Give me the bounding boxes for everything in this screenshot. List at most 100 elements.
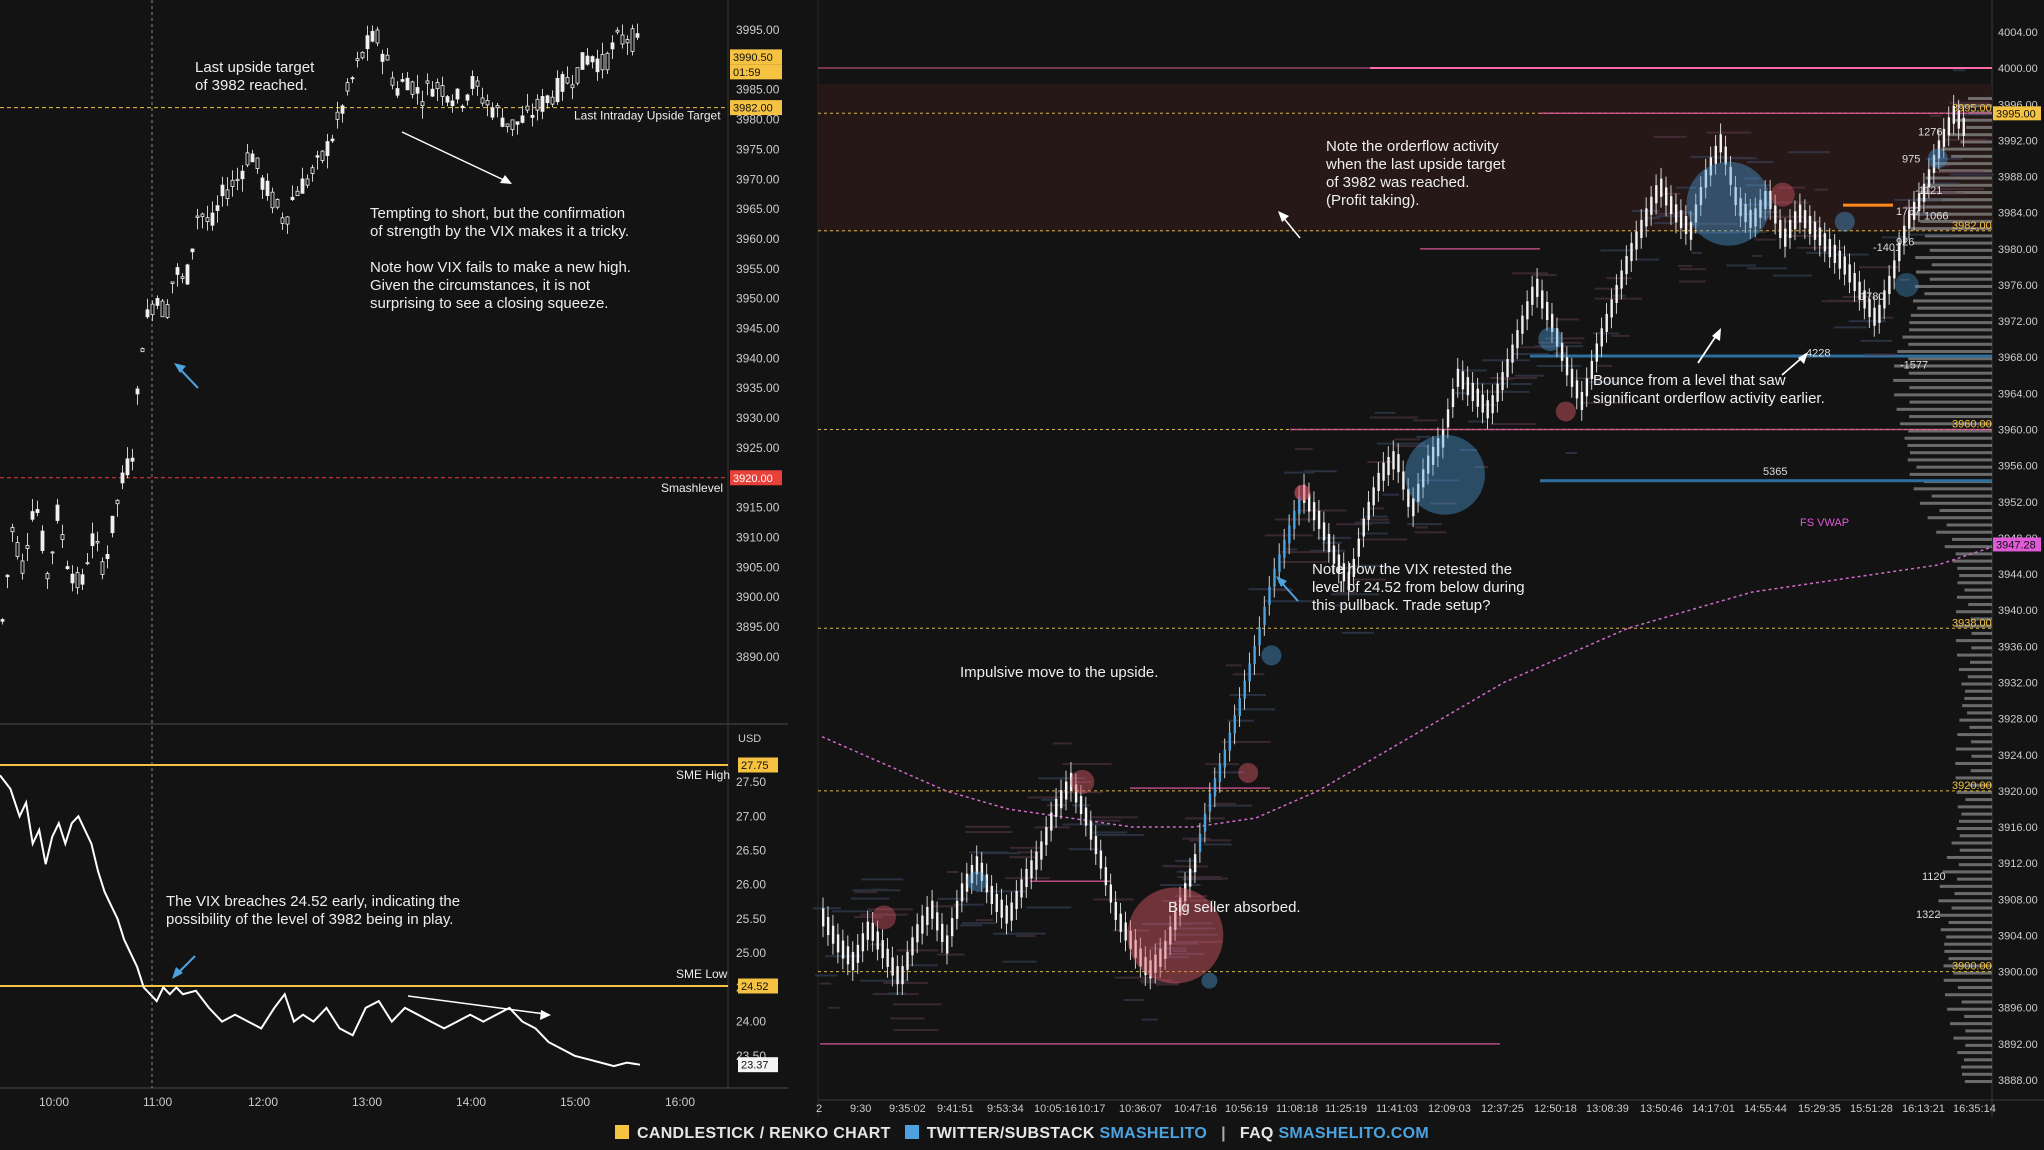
candle: [145, 309, 150, 318]
renko-brick: [1585, 378, 1589, 397]
renko-brick: [1233, 715, 1236, 734]
candle: [600, 53, 605, 71]
renko-brick: [970, 864, 974, 884]
renko-brick: [1962, 117, 1965, 136]
smash-price-tag: 3920.00: [730, 470, 782, 486]
renko-brick: [876, 931, 879, 950]
renko-brick: [926, 906, 929, 925]
renko-brick: [1114, 901, 1117, 920]
renko-brick: [1283, 539, 1286, 558]
renko-brick: [1719, 134, 1722, 153]
candle: [470, 76, 475, 89]
renko-brick: [1159, 948, 1162, 967]
price-axis-tick: 3975.00: [736, 142, 780, 156]
renko-brick: [1184, 883, 1187, 902]
renko-brick: [886, 948, 889, 967]
footer-twitter-label: TWITTER/SUBSTACK: [926, 1124, 1095, 1142]
candle: [230, 179, 235, 187]
renko-brick: [1908, 210, 1911, 229]
renko-brick: [851, 952, 855, 971]
candle: [115, 499, 120, 505]
renko-brick: [1392, 451, 1395, 470]
renko-brick: [1615, 284, 1618, 304]
renko-brick: [1327, 533, 1331, 553]
renko-brick: [1645, 208, 1648, 227]
footer-bar: CANDLESTICK / RENKO CHART TWITTER/SUBSTA…: [0, 1117, 2044, 1150]
candle: [430, 88, 435, 97]
renko-brick: [1546, 301, 1549, 321]
renko-brick: [1883, 290, 1886, 309]
renko-brick: [831, 925, 835, 944]
candle: [420, 101, 425, 107]
renko-brick: [861, 933, 865, 952]
renko-time-tick: 10:17: [1078, 1103, 1106, 1115]
profile-volume-label: 1780: [1860, 291, 1884, 303]
vwap-price-tag-text: 3947.28: [1996, 539, 2036, 551]
renko-time-tick: 9:30: [850, 1103, 871, 1115]
renko-brick: [1258, 627, 1261, 646]
candle: [155, 298, 160, 306]
footer-twitter[interactable]: TWITTER/SUBSTACK SMASHELITO: [904, 1124, 1208, 1143]
renko-brick: [1769, 191, 1772, 210]
renko-brick: [1045, 827, 1048, 846]
renko-brick: [1099, 850, 1103, 869]
renko-time-tick: 10:47:16: [1174, 1103, 1217, 1115]
renko-brick: [1669, 196, 1673, 215]
renko-brick: [1635, 231, 1638, 250]
vix-axis-tick: 27.00: [736, 809, 766, 823]
candle: [570, 84, 575, 89]
candle: [555, 77, 560, 103]
target-price-tag-text: 3982.00: [733, 103, 773, 115]
renko-brick: [1466, 377, 1470, 396]
candle: [505, 123, 510, 128]
candle: [495, 105, 500, 109]
renko-brick: [1550, 313, 1554, 332]
sme-high-tag-text: 27.75: [741, 760, 769, 772]
renko-brick: [1342, 563, 1346, 582]
renko-time-tick: 14:55:44: [1744, 1103, 1787, 1115]
footer-handle-link[interactable]: SMASHELITO: [1099, 1124, 1208, 1142]
renko-brick: [1060, 790, 1063, 809]
renko-time-tick: 9:35:02: [889, 1103, 926, 1115]
price-axis-tick: 3960.00: [736, 232, 780, 246]
renko-brick: [1213, 778, 1217, 797]
renko-brick: [1218, 763, 1222, 782]
candle: [45, 573, 50, 580]
price-axis-tick: 3915.00: [736, 501, 780, 515]
renko-time-tick: 9:53:34: [987, 1103, 1024, 1115]
renko-time-tick: 11:41:03: [1376, 1103, 1418, 1115]
renko-brick: [1818, 227, 1822, 246]
vwap-price-tag: 3947.28: [1993, 537, 2041, 552]
renko-brick: [1575, 380, 1579, 399]
renko-brick: [1888, 275, 1891, 294]
price-axis-tick: 3955.00: [736, 262, 780, 276]
time-axis-tick: 10:00: [39, 1095, 69, 1109]
renko-brick: [1630, 243, 1633, 262]
renko-axis-tick: 3940.00: [1998, 605, 2038, 617]
renko-brick: [1501, 372, 1504, 391]
orderflow-bubble: [1238, 762, 1259, 783]
candle: [335, 111, 340, 120]
renko-brick: [1506, 359, 1509, 378]
price-axis-tick: 3985.00: [736, 83, 780, 97]
candle: [65, 566, 70, 570]
candle: [190, 248, 195, 253]
renko-brick: [911, 937, 914, 956]
price-axis-tick: 3950.00: [736, 292, 780, 306]
renko-brick: [1188, 868, 1192, 887]
renko-brick: [1298, 496, 1301, 515]
renko-brick: [1040, 841, 1043, 860]
profile-volume-label: -1577: [1900, 359, 1928, 371]
renko-axis-tick: 3988.00: [1998, 172, 2038, 184]
renko-axis-tick: 3900.00: [1998, 967, 2038, 979]
candle: [290, 196, 295, 200]
price-candles: [0, 23, 640, 625]
candle: [400, 79, 405, 82]
candle: [240, 170, 245, 180]
renko-brick: [1640, 219, 1643, 238]
footer-site-link[interactable]: SMASHELITO.COM: [1278, 1124, 1430, 1142]
renko-brick: [1020, 879, 1023, 898]
renko-brick: [941, 923, 944, 942]
current-price-tag-text: 3990.50: [733, 52, 773, 64]
renko-brick: [1263, 606, 1266, 626]
